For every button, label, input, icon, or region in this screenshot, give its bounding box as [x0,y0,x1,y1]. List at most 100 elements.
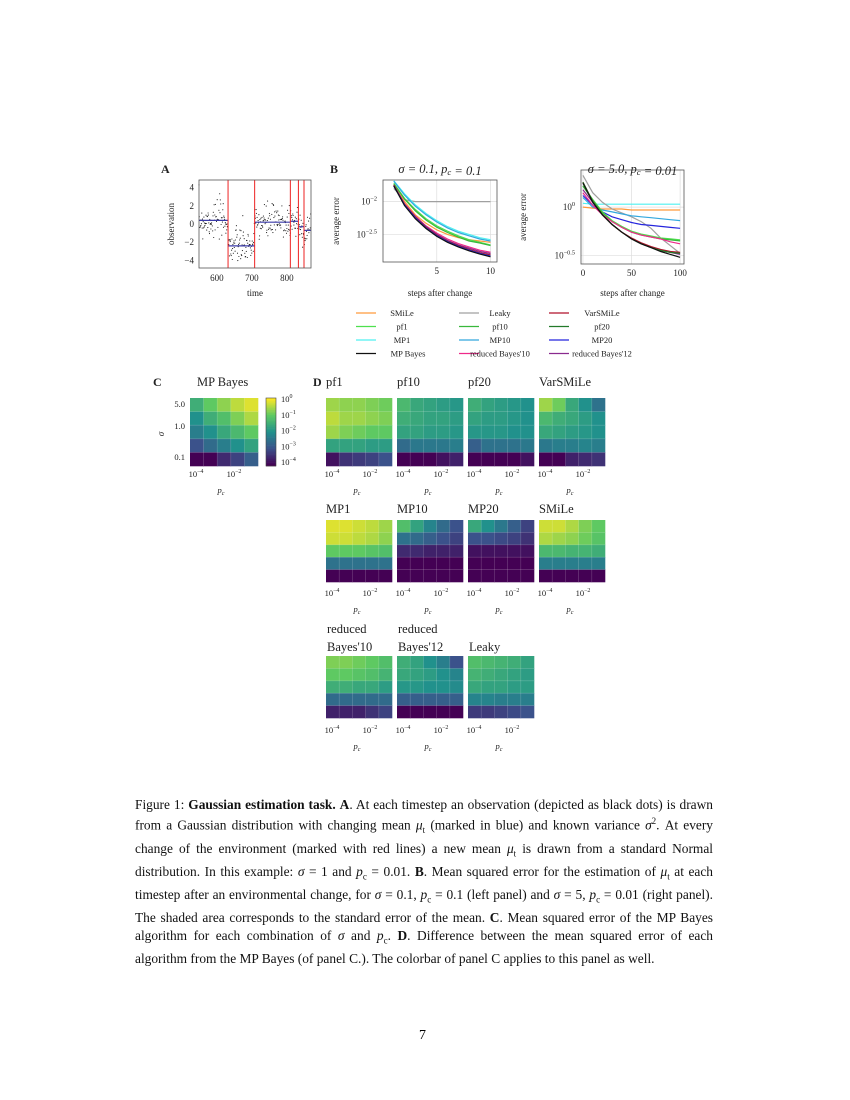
series-line-smile [393,184,491,243]
heatmap-cell [494,656,508,669]
heatmap-cell [507,398,522,412]
panel-label-d-part: D [313,375,322,389]
heatmap-title-part: pf10 [397,375,420,389]
x-axis-label-sub: c [500,747,503,753]
y-tick-label-sup: −2 [370,196,377,203]
heatmap-cell [397,532,411,546]
observation-dot [283,229,285,231]
colorbar-segment [266,406,276,409]
heatmap-title: reduced [327,622,367,636]
colorbar-segment [266,416,276,419]
heatmap-cell [423,668,437,682]
heatmap-cell [352,425,366,440]
x-axis-label-sub: c [429,747,432,753]
y-tick-label: 1.0 [174,421,185,431]
heatmap-cell [378,532,393,546]
heatmap-cell [539,544,553,558]
heatmap-cell [436,411,451,426]
heatmap-cell [365,532,380,546]
heatmap-cell [365,425,380,440]
observation-dot [239,229,241,231]
y-tick-label: 10−2.5 [357,228,377,239]
colorbar-segment [266,449,276,451]
heatmap-title: SMiLe [539,502,574,516]
heatmap-cell [494,680,508,694]
heatmap-cell [397,544,411,558]
colorbar-segment [266,445,276,448]
heatmap-cell [552,532,566,546]
observation-dot [295,218,297,220]
legend-label: MP1 [394,335,411,345]
heatmap-cell [552,569,566,583]
caption-segment: . [387,927,398,943]
heatmap-title: MP Bayes [197,375,248,389]
x-tick-label-part: 10 [505,725,514,735]
y-tick-label-part: 10 [563,202,573,212]
heatmap-cell [339,438,353,453]
heatmap-title-part: Bayes'10 [327,640,372,654]
heatmap-cell [423,544,437,558]
heatmap-cell [436,668,451,682]
y-axis-label: observation [166,203,176,245]
x-tick-label: 0 [581,268,586,278]
observation-dot [207,227,209,229]
heatmap-title-part: Leaky [469,640,501,654]
observation-dot [228,255,230,257]
heatmap-cell [468,557,482,570]
caption-segment: c [427,894,432,905]
observation-dot [234,239,236,241]
observation-dot [215,220,218,222]
colorbar-tick-label-sup: −2 [290,426,296,432]
heatmap-cell [481,544,495,558]
heatmap-cell [507,438,522,453]
heatmap-cell [352,668,366,682]
caption-segment: . At every change of the environment (ma… [135,817,713,856]
observation-dot [256,226,258,228]
observation-dot [234,242,236,244]
heatmap-cell [578,438,593,453]
x-axis-label: pc [495,741,503,753]
x-tick-label-sup: −2 [513,725,519,731]
observation-dot [288,205,290,207]
observation-dot [237,260,239,262]
x-tick-label-sup: −2 [584,469,590,475]
x-tick-label-sup: −4 [333,588,339,594]
heatmap-title-part: reduced [398,622,438,636]
colorbar-tick-label-part: 10 [281,441,290,451]
observation-dot [218,209,220,211]
heatmap-cell [468,532,482,546]
heatmap-cell [436,569,451,583]
heatmap-cell [378,520,393,533]
observation-dot [239,237,241,239]
heatmap-mp10 [397,520,464,583]
observation-dot [302,222,304,224]
colorbar-segment [266,432,276,434]
x-tick-label-part: 10 [325,469,334,479]
x-axis-label: pc [353,485,361,497]
x-axis-label: steps after change [600,288,664,298]
y-axis-label: average error [518,193,528,241]
heatmap-cell [591,569,606,583]
heatmap-cell [217,398,232,412]
heatmap-cell [365,438,380,453]
observation-dot [241,255,243,257]
observation-dot [291,219,293,221]
colorbar-segment [266,464,276,467]
x-axis-label-part: p [495,741,500,751]
observation-dot [208,222,210,224]
heatmap-cell [565,569,579,583]
series-line-mp-bayes [582,182,681,258]
heatmap-cell [378,452,393,467]
heatmap-cell [326,532,340,546]
heatmap-varsmile [539,398,606,467]
observation-dot [278,215,280,217]
observation-dot [261,216,263,218]
heatmap-cell [520,438,535,453]
heatmap-title-part: MP10 [397,502,428,516]
observation-dot [203,227,205,229]
observation-dot [296,211,298,213]
heatmap-cell [539,569,553,583]
observation-dot [250,249,252,251]
legend-label-part: reduced Bayes'10 [470,349,530,359]
heatmap-cell [339,569,353,583]
